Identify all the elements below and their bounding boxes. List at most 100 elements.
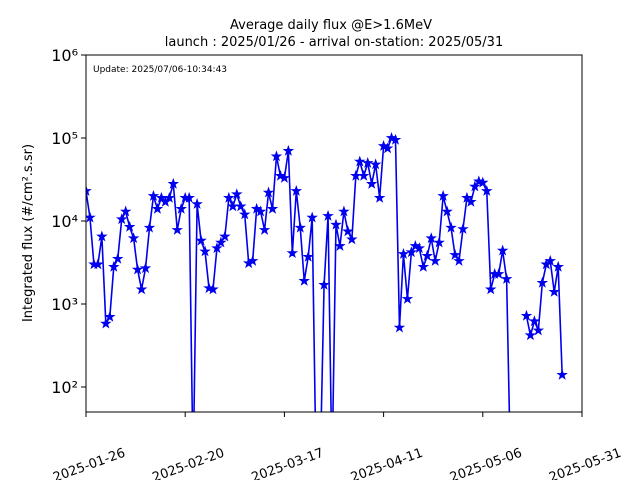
data-marker [485,283,497,295]
data-marker [365,177,378,189]
y-tick-label: 10⁴ [51,212,78,231]
data-marker [290,184,303,196]
data-marker [397,248,410,259]
data-marker [108,260,120,272]
data-marker [358,169,370,181]
data-marker [199,245,211,257]
data-marker [338,205,350,217]
data-marker [441,205,453,217]
data-marker [556,368,568,380]
data-marker [86,184,92,196]
data-marker [195,234,207,246]
data-marker [235,200,247,212]
data-marker [175,202,187,214]
data-marker [211,242,223,254]
data-marker [223,191,235,203]
data-marker [330,218,342,230]
data-marker [362,156,374,168]
data-marker [262,186,275,198]
data-marker [254,205,267,217]
data-marker [461,191,473,203]
data-marker [346,233,358,245]
data-marker [163,191,176,203]
data-marker [369,158,382,170]
data-marker [294,221,307,233]
data-marker [492,267,505,279]
data-marker [100,317,112,329]
data-marker [401,292,414,304]
data-marker [191,198,203,209]
data-marker [104,310,116,322]
data-marker [496,244,509,256]
data-marker [282,144,295,156]
chart-title: Average daily flux @E>1.6MeV [230,18,432,33]
data-marker [477,176,489,188]
data-marker [207,283,219,295]
data-marker [520,309,533,321]
data-marker [532,324,545,336]
data-marker [381,142,394,154]
data-marker [433,236,445,248]
y-axis-label: Integrated flux (#/cm².s.sr) [21,144,36,322]
data-marker [552,260,564,272]
data-marker [96,230,108,242]
data-marker [115,213,128,225]
data-marker [417,260,430,272]
data-marker [425,232,437,244]
data-marker [246,254,259,266]
data-marker [334,239,346,251]
chart-subtitle: launch : 2025/01/26 - arrival on-station… [165,35,503,50]
data-marker [500,272,513,284]
data-marker [139,262,152,274]
data-marker [119,205,132,217]
data-marker [481,184,493,196]
data-marker [413,242,426,254]
data-marker [92,258,104,270]
data-marker [238,208,251,220]
data-marker [215,236,227,248]
data-marker [524,329,537,341]
y-tick-label: 10³ [51,295,78,314]
data-marker [302,250,314,262]
data-marker [322,209,334,221]
data-marker [258,223,271,235]
plot-area [86,131,568,412]
data-marker [231,188,243,200]
data-marker [457,223,469,234]
data-marker [429,254,441,266]
data-marker [278,171,291,183]
axes-frame [85,54,583,413]
data-marker [219,230,231,242]
data-marker [354,155,366,167]
data-marker [270,150,283,162]
data-marker [453,254,465,266]
annotation: Update: 2025/07/06-10:34:43 [93,65,227,75]
data-marker [147,189,160,201]
y-tick-label: 10² [51,378,78,397]
data-marker [171,223,183,235]
data-marker [544,254,556,266]
data-marker [465,195,477,207]
y-tick-label: 10⁵ [51,129,78,148]
data-marker [342,225,354,237]
data-marker [266,202,279,214]
data-marker [112,252,124,264]
data-marker [373,191,386,203]
data-marker [151,202,164,214]
data-marker [127,232,140,244]
data-marker [86,211,96,223]
data-marker [405,246,418,258]
data-marker [469,180,481,192]
data-marker [123,220,136,232]
y-tick-label: 10⁶ [51,46,78,65]
data-marker [536,276,549,288]
data-marker [298,274,310,286]
data-marker [183,191,195,203]
data-marker [389,133,402,145]
data-marker [306,211,318,223]
data-marker [167,177,180,189]
data-marker [318,278,330,290]
data-marker [548,285,560,297]
